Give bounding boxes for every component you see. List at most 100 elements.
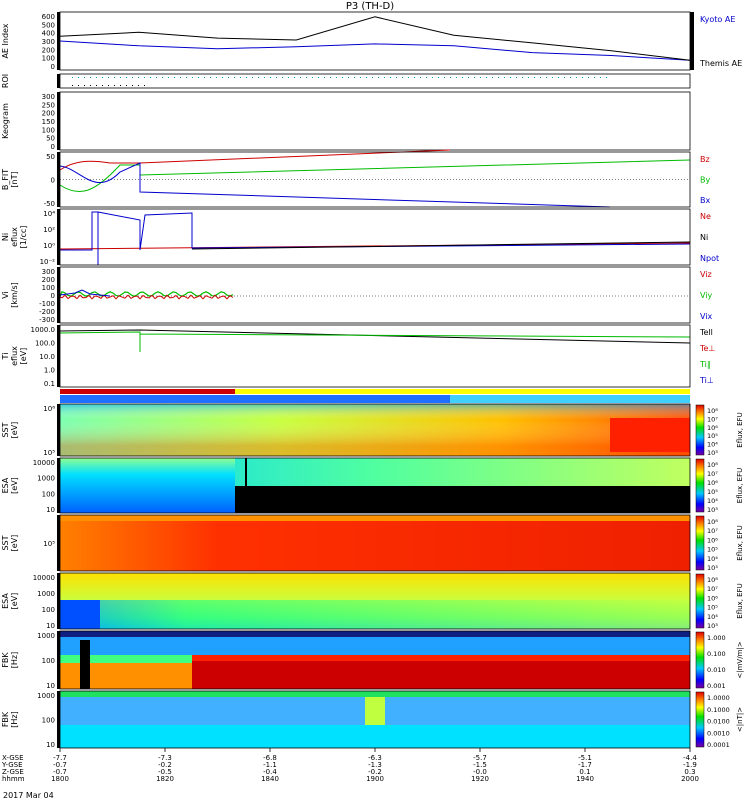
- x-axis-tick-label: -1.3: [368, 761, 382, 769]
- fbk-b-low-band: [60, 725, 690, 748]
- sst-electron-colorbar-tick: 10⁵: [707, 546, 718, 554]
- ni-ni-line: [191, 241, 691, 250]
- fbk-b-colorbar: [695, 691, 705, 748]
- x-axis-tick-label: -0.2: [158, 761, 172, 769]
- sst-electron-colorbar-tick: 10⁶: [707, 536, 718, 544]
- roi-dot: [132, 77, 133, 78]
- fbk-b-colorbar-tick: 0.0001: [707, 741, 730, 749]
- ni-npot-line: [60, 211, 691, 265]
- mode-strip-fast: [60, 389, 235, 394]
- roi-dot: [144, 77, 145, 78]
- ti-legend-entry: Tell: [699, 328, 713, 337]
- ni-legend-entry: Ne: [700, 212, 711, 221]
- roi-dot: [558, 77, 559, 78]
- vi-tick-label: 300: [42, 268, 55, 276]
- x-axis-tick-label: -7.7: [53, 754, 67, 762]
- roi-dot: [240, 77, 241, 78]
- esa-electron-colorbar-tick: 10⁵: [707, 604, 718, 612]
- roi-dot: [432, 77, 433, 78]
- roi-dot: [84, 77, 85, 78]
- roi-dot: [348, 77, 349, 78]
- ae-tick-label: 200: [42, 46, 55, 54]
- x-axis-tick-label: -4.4: [683, 754, 697, 762]
- ni-tick-label: 10⁻²: [40, 258, 56, 266]
- roi-dot: [504, 77, 505, 78]
- x-axis-row-label: Z-GSE: [2, 768, 24, 776]
- keogram-tick-label: 100: [42, 126, 55, 134]
- fbk-b-event: [365, 697, 385, 725]
- roi-dot: [366, 77, 367, 78]
- x-axis-tick-label: 1820: [156, 775, 174, 783]
- roi-dot: [102, 77, 103, 78]
- x-axis-tick-label: 0.1: [579, 768, 590, 776]
- roi-dot: [486, 77, 487, 78]
- x-axis-tick-label: 0.3: [684, 768, 695, 776]
- vi-tick-label: -100: [39, 300, 55, 308]
- roi-dot: [72, 85, 73, 86]
- roi-dot: [402, 77, 403, 78]
- fbk-b-colorbar-tick: 1.0000: [707, 694, 730, 702]
- bfit-ylabel: B_FIT: [1, 169, 10, 190]
- roi-dot: [210, 77, 211, 78]
- roi-dot: [546, 77, 547, 78]
- ae-ylabel: AE Index: [1, 23, 10, 58]
- ae-legend-entry: Themis AE: [699, 59, 742, 68]
- sst-electron-spectrogram: [60, 515, 690, 571]
- roi-dot: [378, 77, 379, 78]
- bfit-bz-line: [59, 149, 451, 171]
- ae-frame: [59, 11, 691, 71]
- ni-ylabel: Ni: [1, 233, 10, 241]
- roi-dot: [72, 77, 73, 78]
- esa-ion-tick-label: 10000: [33, 459, 55, 467]
- ni-tick-label: 10⁴: [43, 210, 55, 218]
- ae-tick-label: 500: [42, 21, 55, 29]
- roi-dot: [150, 77, 151, 78]
- roi-dot: [468, 77, 469, 78]
- roi-dot: [522, 77, 523, 78]
- ae-right-bar: [690, 12, 694, 70]
- roi-dot: [102, 85, 103, 86]
- roi-dot: [126, 77, 127, 78]
- ti-tick-label: 100.0: [35, 340, 55, 348]
- ti-side-bar: [57, 325, 60, 387]
- x-axis-tick-label: -7.3: [158, 754, 172, 762]
- fbk-b-ylabel: [Hz]: [10, 711, 19, 727]
- esa-ion-ylabel: [eV]: [10, 477, 19, 494]
- x-axis-tick-label: 1800: [51, 775, 69, 783]
- sst-electron-colorbar-tick: 10⁴: [707, 555, 718, 563]
- esa-electron-colorbar-tick: 10⁶: [707, 594, 718, 602]
- sst-electron-ylabel: [eV]: [10, 535, 19, 552]
- fbk-e-tick-label: 10: [46, 682, 55, 690]
- esa-ion-ylabel: ESA: [1, 477, 10, 493]
- sst-ion-colorbar-tick: 10⁶: [707, 424, 718, 432]
- keogram-tick-label: 300: [42, 93, 55, 101]
- roi-dot: [180, 77, 181, 78]
- esa-ion-colorbar-tick: 10³: [707, 506, 718, 514]
- fbk-e-colorbar-tick: 0.010: [707, 666, 726, 674]
- roi-dot: [438, 77, 439, 78]
- roi-dot: [228, 77, 229, 78]
- fbk-b-colorbar-tick: 0.0010: [707, 729, 730, 737]
- bfit-side-bar: [57, 152, 60, 207]
- vi-vix-line: [59, 289, 111, 297]
- fbk-e-colorbar-tick: 1.000: [707, 634, 726, 642]
- x-axis-tick-label: -0.2: [368, 768, 382, 776]
- ni-ylabel: [1/cc]: [19, 226, 28, 249]
- x-axis-tick-label: -0.0: [473, 768, 487, 776]
- sst-ion-colorbar-title: Eflux, EFU: [736, 412, 744, 447]
- roi-dot: [480, 77, 481, 78]
- esa-ion-colorbar-tick: 10⁸: [707, 461, 718, 469]
- figure-title: P3 (TH-D): [346, 1, 394, 12]
- esa-ion-tick-label: 10: [46, 506, 55, 514]
- x-axis-tick-label: 1940: [576, 775, 594, 783]
- x-axis-tick-label: -0.7: [53, 761, 67, 769]
- esa-ion-colorbar-tick: 10⁶: [707, 479, 718, 487]
- roi-dot: [192, 77, 193, 78]
- bfit-ylabel: [nT]: [10, 171, 19, 187]
- sst-ion-hot-region: [610, 418, 690, 452]
- roi-dot: [108, 77, 109, 78]
- roi-dot: [156, 77, 157, 78]
- roi-dot: [114, 85, 115, 86]
- sst-ion-tick-label: 10⁶: [43, 405, 55, 413]
- roi-dot: [186, 77, 187, 78]
